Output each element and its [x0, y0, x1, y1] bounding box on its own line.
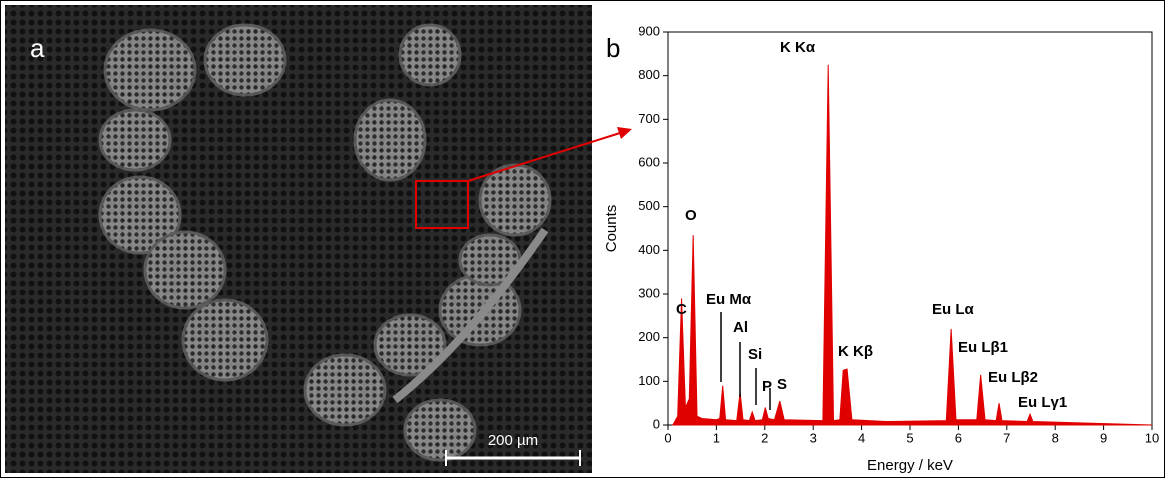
peak-annotation: Eu Lβ2 [988, 369, 1038, 386]
x-tick-label: 6 [955, 430, 962, 445]
peak-annotation: Eu Mα [706, 291, 752, 308]
peak-annotation: Eu Lα [932, 301, 974, 318]
x-tick-label: 4 [858, 430, 865, 445]
y-tick-label: 300 [638, 285, 660, 300]
spectrum [671, 64, 1153, 426]
sem-image: 200 µm a [5, 5, 632, 473]
panel-label: b [606, 33, 620, 63]
peak-annotation: C [676, 301, 687, 318]
panel-label: a [30, 33, 45, 63]
y-tick-label: 500 [638, 198, 660, 213]
y-tick-label: 600 [638, 154, 660, 169]
y-tick-label: 200 [638, 329, 660, 344]
peak-annotation: Al [733, 319, 748, 336]
x-tick-label: 5 [906, 430, 913, 445]
scale-bar-label: 200 µm [488, 432, 538, 449]
x-tick-label: 8 [1052, 430, 1059, 445]
x-tick-label: 7 [1003, 430, 1010, 445]
y-axis-label: Counts [603, 205, 620, 253]
peak-annotation: O [685, 207, 697, 224]
y-tick-label: 800 [638, 67, 660, 82]
peak-annotation: S [777, 376, 787, 393]
peak-annotation: K Kβ [838, 343, 873, 360]
peak-annotation: Eu Lγ1 [1018, 394, 1067, 411]
x-tick-label: 2 [761, 430, 768, 445]
peak-annotation: P [762, 378, 772, 395]
x-tick-label: 1 [713, 430, 720, 445]
x-axis-label: Energy / keV [867, 457, 953, 474]
peak-annotation: K Kα [780, 39, 816, 56]
y-tick-label: 900 [638, 23, 660, 38]
peak-annotation: Eu Lβ1 [958, 339, 1008, 356]
x-tick-label: 10 [1145, 430, 1159, 445]
y-tick-label: 700 [638, 111, 660, 126]
x-tick-label: 3 [810, 430, 817, 445]
y-tick-label: 100 [638, 373, 660, 388]
y-tick-label: 0 [653, 416, 660, 431]
x-tick-label: 0 [664, 430, 671, 445]
x-tick-label: 9 [1100, 430, 1107, 445]
peak-annotation: Si [748, 346, 762, 363]
y-tick-label: 400 [638, 242, 660, 257]
